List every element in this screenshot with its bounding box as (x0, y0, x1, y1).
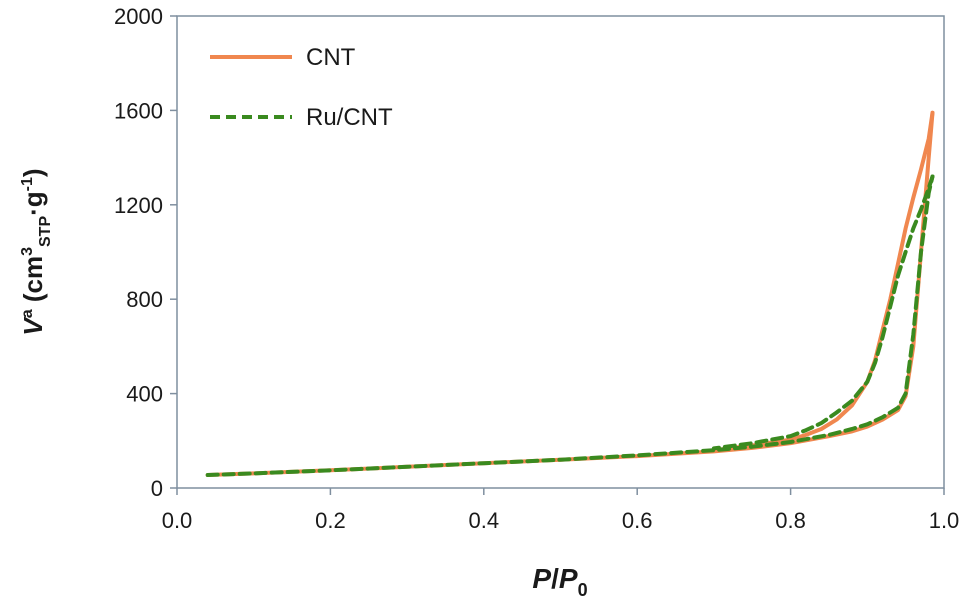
x-tick-label: 1.0 (929, 508, 960, 533)
y-tick-label: 1600 (114, 98, 163, 123)
x-tick-label: 0.4 (469, 508, 500, 533)
y-tick-label: 2000 (114, 4, 163, 29)
x-tick-label: 0.8 (775, 508, 806, 533)
y-tick-label: 0 (151, 476, 163, 501)
y-tick-label: 1200 (114, 193, 163, 218)
x-tick-label: 0.0 (162, 508, 193, 533)
legend: CNT Ru/CNT (210, 44, 393, 131)
series-ru-cnt-adsorption-line (205, 174, 935, 477)
y-axis-ticks: 0 400 800 1200 1600 2000 (114, 4, 177, 501)
x-tick-label: 0.6 (622, 508, 653, 533)
legend-label-ru-cnt: Ru/CNT (306, 104, 393, 131)
x-tick-label: 0.2 (315, 508, 346, 533)
series-ru-cnt-desorption-line (711, 174, 935, 451)
legend-label-cnt: CNT (306, 44, 356, 71)
y-tick-label: 400 (126, 382, 163, 407)
x-axis-title: P/P0 (532, 563, 587, 600)
y-tick-label: 800 (126, 287, 163, 312)
series-layer (205, 110, 935, 477)
x-axis-ticks: 0.0 0.2 0.4 0.6 0.8 1.0 (162, 488, 960, 533)
plot-frame (176, 15, 945, 489)
series-cnt-desorption-line (711, 110, 935, 453)
y-axis-title: Va (cm3STP·g-1) (18, 168, 54, 335)
